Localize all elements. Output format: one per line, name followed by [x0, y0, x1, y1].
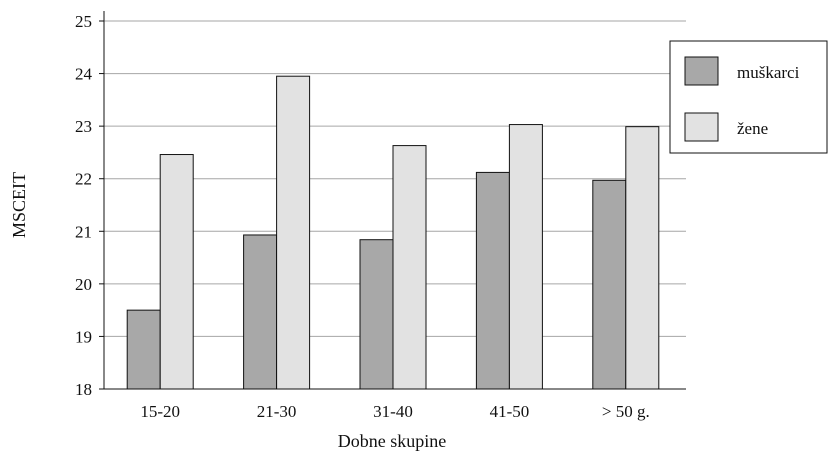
y-tick-label: 25: [75, 12, 92, 31]
x-tick-label: 21-30: [257, 402, 297, 421]
x-tick-label: > 50 g.: [602, 402, 650, 421]
y-tick-labels: 18 19 20 21 22 23 24 25: [75, 12, 93, 399]
x-tick-label: 15-20: [140, 402, 180, 421]
x-tick-label: 41-50: [490, 402, 530, 421]
y-tick-label: 20: [75, 275, 92, 294]
y-axis-title: MSCEIT: [9, 172, 29, 238]
bar-muskarci-4150: [475, 171, 510, 390]
legend-label-muskarci: muškarci: [737, 63, 800, 82]
y-tick-label: 22: [75, 170, 92, 189]
bar-muskarci-2130: [243, 234, 278, 390]
y-tick-label: 24: [75, 65, 93, 84]
bar-zene-4150: [508, 124, 543, 390]
bar-zene-50g: [625, 126, 660, 390]
bars: [126, 75, 660, 390]
y-tick-label: 19: [75, 327, 92, 346]
x-tick-label: 31-40: [373, 402, 413, 421]
legend-swatch-zene: [684, 112, 719, 142]
bar-zene-3140: [392, 145, 427, 390]
x-tick-labels: 15-20 21-30 31-40 41-50 > 50 g.: [140, 402, 649, 421]
legend-label-zene: žene: [737, 119, 768, 138]
x-axis-title: Dobne skupine: [338, 431, 446, 451]
legend-swatch-muskarci: [684, 56, 719, 86]
bar-zene-1520: [159, 154, 194, 390]
bar-zene-2130: [276, 75, 311, 390]
bar-muskarci-50g: [592, 179, 627, 390]
axes: [99, 11, 686, 390]
y-tick-label: 23: [75, 117, 92, 136]
legend: muškarci žene: [669, 40, 828, 154]
bar-muskarci-3140: [359, 239, 394, 390]
y-tick-label: 21: [75, 222, 92, 241]
y-tick-label: 18: [75, 380, 92, 399]
bar-muskarci-1520: [126, 309, 161, 390]
